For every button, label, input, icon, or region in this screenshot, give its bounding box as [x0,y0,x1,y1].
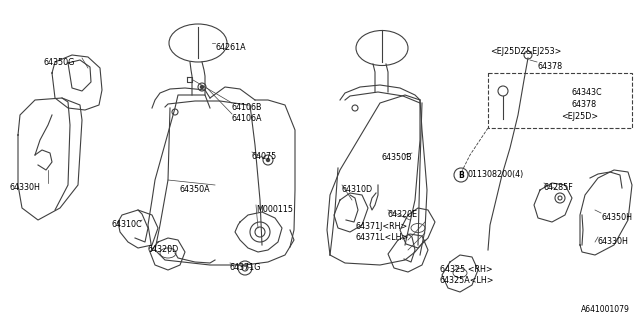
Text: A641001079: A641001079 [581,305,630,314]
Text: 64320E: 64320E [388,210,418,219]
Text: 64285F: 64285F [544,183,573,192]
Text: 64330H: 64330H [10,183,41,192]
Text: 64106B: 64106B [232,103,262,112]
Text: 64371G: 64371G [230,263,261,272]
Text: 64343C: 64343C [572,88,603,97]
Text: M000115: M000115 [256,205,293,214]
Text: 64350G: 64350G [44,58,76,67]
Text: 64350A: 64350A [180,185,211,194]
Text: 64371L<LH>: 64371L<LH> [355,233,408,242]
Text: 64330H: 64330H [598,237,629,246]
Text: 64075: 64075 [252,152,277,161]
Text: 64325 <RH>: 64325 <RH> [440,265,493,274]
Text: 64310D: 64310D [342,185,373,194]
Text: 64378: 64378 [572,100,597,109]
Text: <EJ25D>: <EJ25D> [561,112,598,121]
Bar [488,73,632,128]
Text: 64106A: 64106A [232,114,262,123]
Text: B: B [458,171,464,180]
Text: 64350H: 64350H [601,213,632,222]
Text: 64325A<LH>: 64325A<LH> [440,276,495,285]
Text: <EJ25DZ&EJ253>: <EJ25DZ&EJ253> [490,47,561,56]
Text: 64350B: 64350B [382,153,413,162]
Circle shape [200,85,204,89]
Text: 64320D: 64320D [148,245,179,254]
Text: 64378: 64378 [537,62,562,71]
Text: 64371J<RH>: 64371J<RH> [355,222,407,231]
Text: 011308200(4): 011308200(4) [468,171,524,180]
Text: 64310C: 64310C [112,220,143,229]
Text: 64261A: 64261A [215,43,246,52]
Circle shape [266,158,269,162]
